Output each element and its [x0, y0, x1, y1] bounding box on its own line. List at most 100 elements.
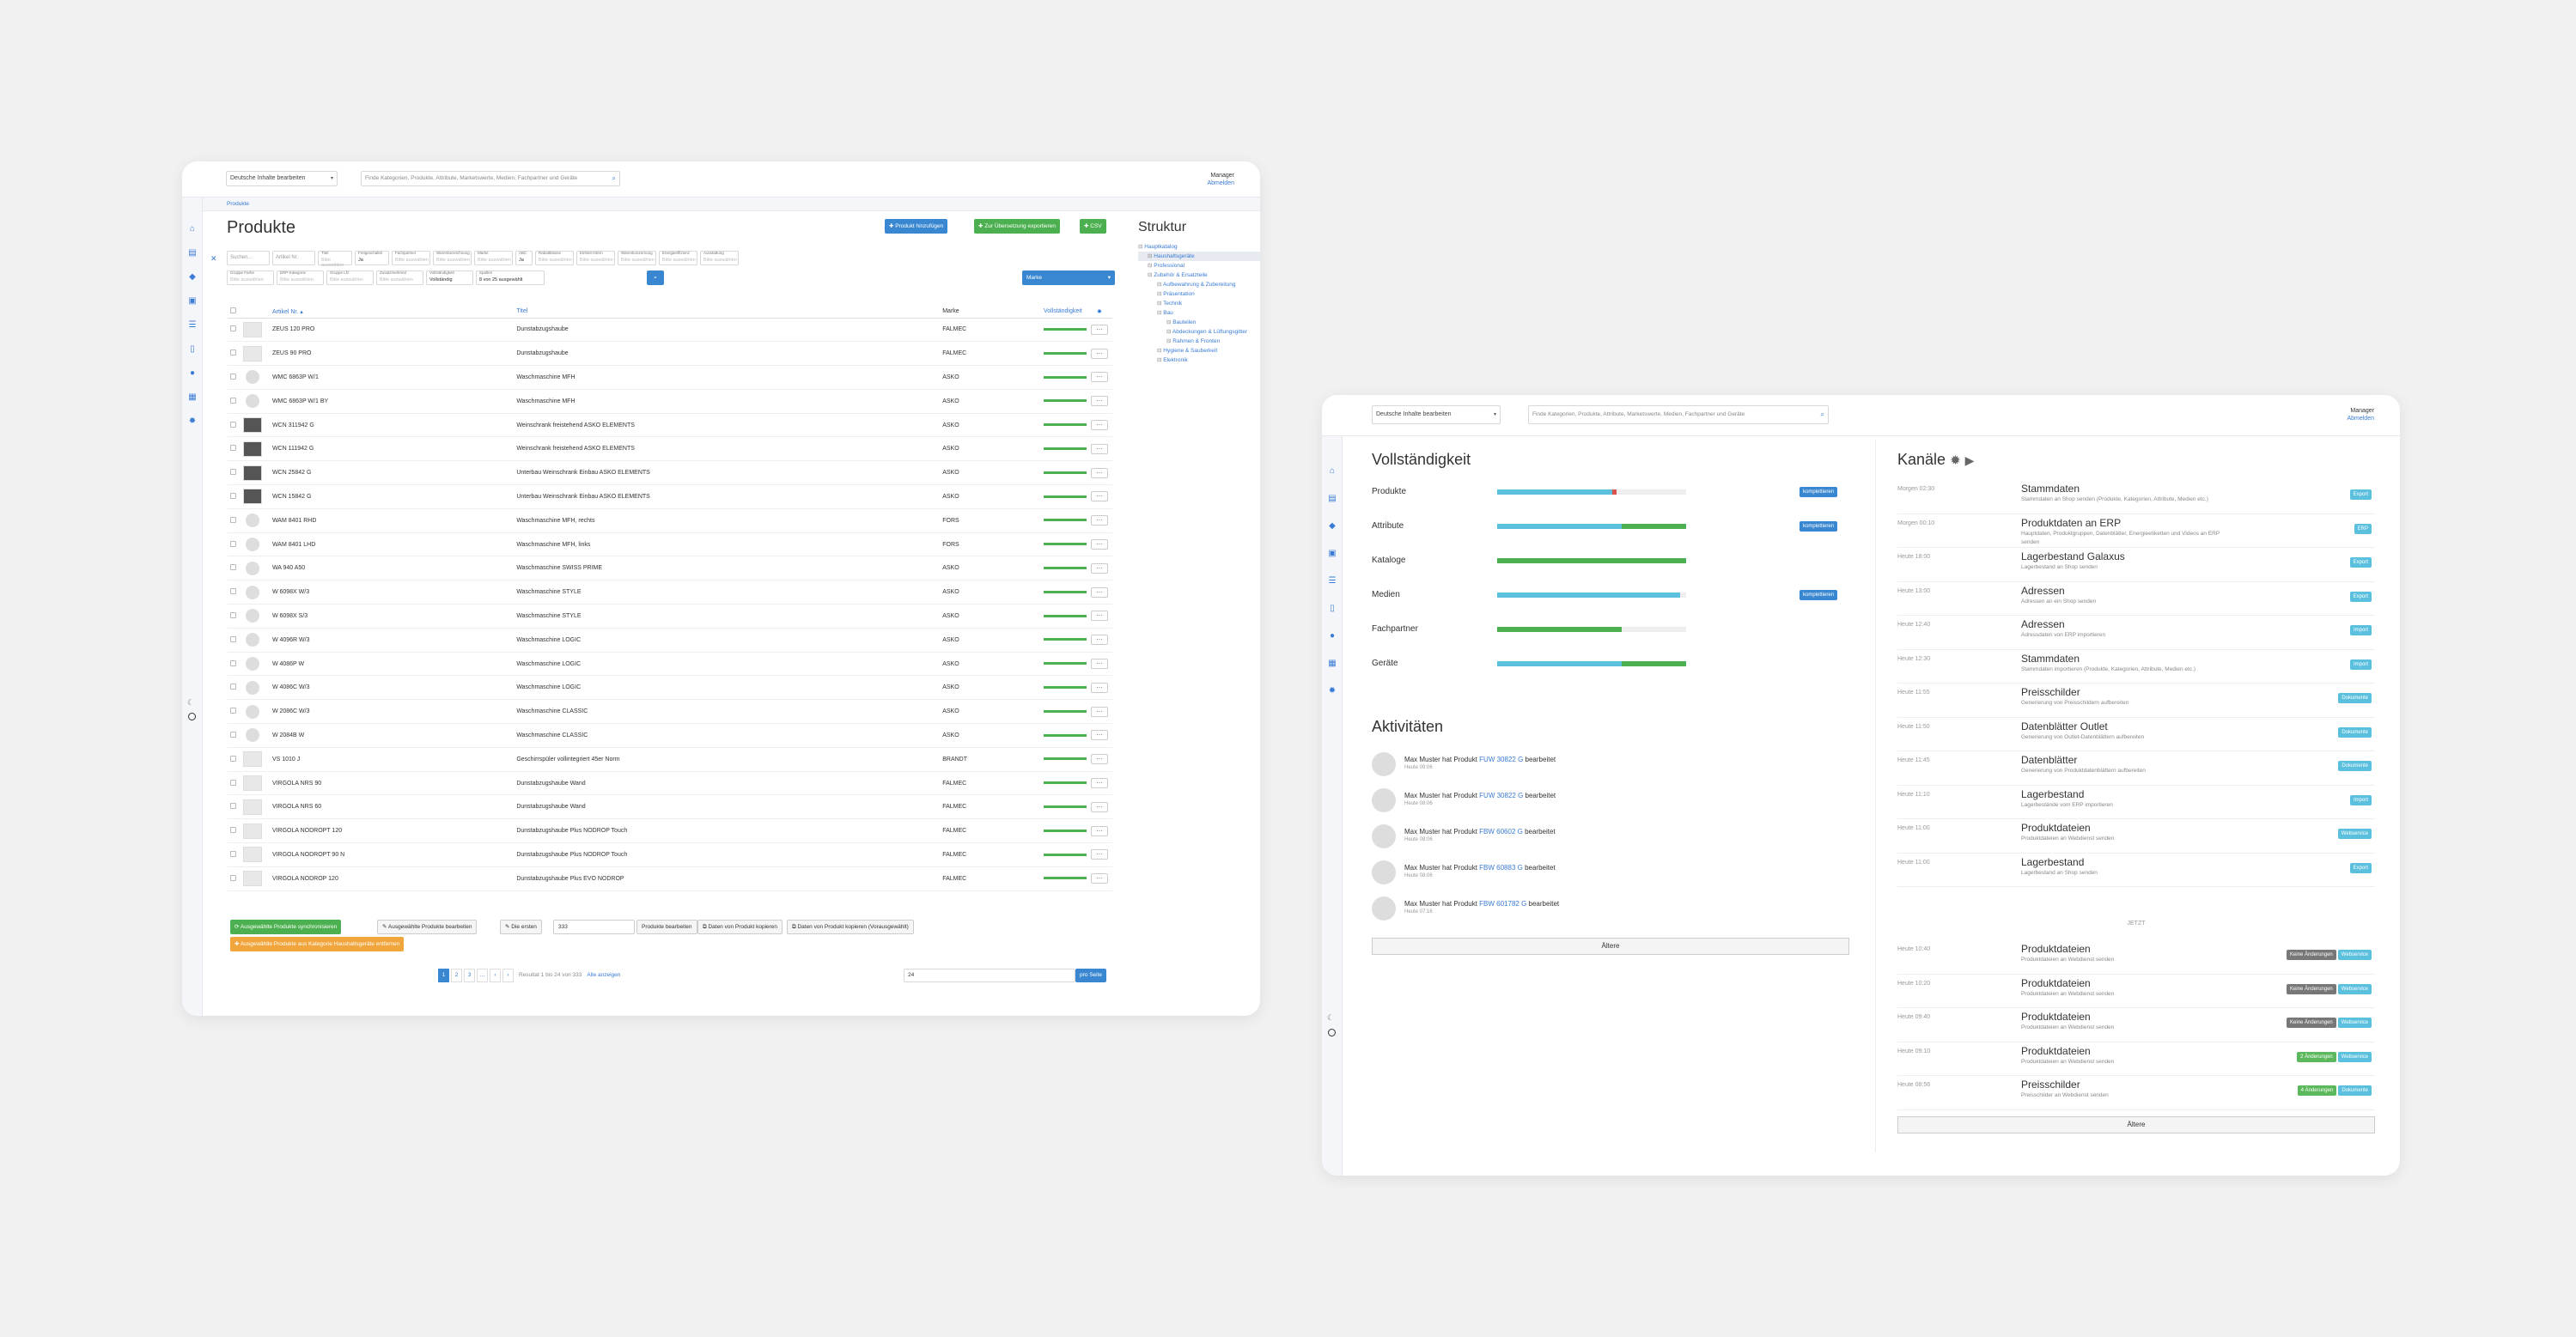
sync-selected-button[interactable]: ⟳ Ausgewählte Produkte synchronisieren: [230, 920, 342, 934]
row-checkbox[interactable]: [230, 325, 236, 332]
row-checkbox[interactable]: [230, 611, 236, 618]
more-icon[interactable]: ···: [1090, 801, 1108, 812]
more-icon[interactable]: ···: [1090, 396, 1108, 407]
more-icon[interactable]: ···: [1090, 515, 1108, 526]
more-icon[interactable]: ···: [1090, 420, 1108, 431]
table-row[interactable]: W 4096R W/3 Waschmaschine LOGIC ASKO ···: [228, 628, 1112, 653]
channel-item[interactable]: Heute 10:20 Produktdateien Produktdateien …: [1897, 977, 2378, 1010]
image-icon[interactable]: ▣: [188, 296, 197, 306]
article-cell[interactable]: WMC 6863P W/1 BY: [271, 389, 517, 414]
row-checkbox[interactable]: [230, 850, 236, 857]
filter-field[interactable]: Titel Bitte auswählen: [318, 251, 352, 268]
catalog-icon[interactable]: ▤: [1328, 494, 1337, 503]
row-checkbox[interactable]: [230, 827, 236, 834]
channel-item[interactable]: Heute 11:55 Preisschilder Generierung von …: [1897, 686, 2378, 719]
row-checkbox[interactable]: [230, 659, 236, 666]
row-checkbox[interactable]: [230, 540, 236, 547]
channel-item[interactable]: Heute 11:10 Lagerbestand Lagerbestände vom…: [1897, 788, 2378, 821]
more-icon[interactable]: ···: [1090, 778, 1108, 789]
article-cell[interactable]: WA 940 A50: [271, 556, 517, 581]
table-row[interactable]: WA 940 A50 Waschmaschine SWISS PRIME ASKO ·…: [228, 556, 1112, 581]
table-row[interactable]: WAM 8401 RHD Waschmaschine MFH, rechts FOR…: [228, 508, 1112, 533]
power-icon[interactable]: [1328, 1029, 1336, 1036]
channel-item[interactable]: Heute 08:56 Preisschilder Preisschilder an…: [1897, 1079, 2378, 1111]
structure-expand-icon[interactable]: ⊟: [1148, 263, 1154, 269]
first-n-button[interactable]: ✎ Die ersten: [500, 920, 542, 934]
article-cell[interactable]: VS 1010 J: [271, 747, 517, 772]
table-row[interactable]: ZEUS 120 PRO Dunstabzugshaube FALMEC ···: [228, 318, 1112, 343]
select-all-checkbox[interactable]: [230, 307, 236, 314]
csv-button[interactable]: ✚ CSV: [1080, 219, 1106, 234]
table-row[interactable]: WCN 111942 G Weinschrank freistehend ASKO…: [228, 436, 1112, 462]
table-row[interactable]: WMC 6863P W/1 Waschmaschine MFH ASKO ···: [228, 365, 1112, 390]
structure-expand-icon[interactable]: ⊟: [1157, 348, 1164, 354]
table-row[interactable]: W 2086C W/3 Waschmaschine CLASSIC ASKO ···: [228, 699, 1112, 725]
more-icon[interactable]: ···: [1090, 348, 1108, 359]
activity-product-link[interactable]: FUW 30822 G: [1479, 792, 1524, 799]
gear-icon[interactable]: ✹: [1097, 308, 1102, 315]
channel-item[interactable]: Heute 13:00 Adressen Adressen an ein Shop …: [1897, 585, 2378, 617]
remove-from-category-button[interactable]: ✚ Ausgewählte Produkte aus Kategorie Hau…: [230, 937, 405, 951]
article-cell[interactable]: W 4096R W/3: [271, 628, 517, 653]
catalog-icon[interactable]: ▤: [188, 248, 197, 258]
article-cell[interactable]: VIRGOLA NODROPT 90 N: [271, 842, 517, 867]
play-icon[interactable]: ▶: [1964, 453, 1975, 467]
article-cell[interactable]: WCN 311942 G: [271, 413, 517, 438]
more-icon[interactable]: ···: [1090, 491, 1108, 502]
structure-expand-icon[interactable]: ⊟: [1157, 310, 1164, 316]
filter-field[interactable]: Suchen...: [227, 251, 270, 265]
channel-item[interactable]: Heute 18:00 Lagerbestand Galaxus Lagerbest…: [1897, 550, 2378, 583]
users-icon[interactable]: ●: [189, 368, 196, 378]
article-cell[interactable]: WCN 111942 G: [271, 436, 517, 462]
moon-icon[interactable]: ☾: [187, 698, 195, 707]
table-row[interactable]: W 4086C W/3 Waschmaschine LOGIC ASKO ···: [228, 675, 1112, 701]
page-2-button[interactable]: 2: [451, 969, 462, 982]
article-cell[interactable]: WCN 15842 G: [271, 484, 517, 509]
channels-older-button[interactable]: Ältere: [1897, 1116, 2375, 1133]
activity-product-link[interactable]: FUW 30822 G: [1479, 756, 1524, 763]
search-icon[interactable]: ⌕: [612, 174, 616, 182]
article-cell[interactable]: VIRGOLA NRS 90: [271, 771, 517, 796]
channel-item[interactable]: Heute 11:00 Produktdateien Produktdateien …: [1897, 822, 2378, 854]
article-cell[interactable]: VIRGOLA NRS 60: [271, 794, 517, 820]
structure-item[interactable]: ⊟ Bauteilen: [1138, 318, 1260, 327]
table-row[interactable]: W 2084B W Waschmaschine CLASSIC ASKO ···: [228, 723, 1112, 748]
structure-item[interactable]: ⊟ Präsentation: [1138, 289, 1260, 299]
more-icon[interactable]: ···: [1090, 539, 1108, 550]
language-select[interactable]: Deutsche Inhalte bearbeiten ▾: [1372, 405, 1501, 424]
row-checkbox[interactable]: [230, 635, 236, 642]
table-row[interactable]: VIRGOLA NRS 60 Dunstabzugshaube Wand FALME…: [228, 794, 1112, 820]
table-row[interactable]: WCN 311942 G Weinschrank freistehend ASKO…: [228, 413, 1112, 438]
settings-header[interactable]: ✹: [1086, 306, 1112, 319]
structure-item[interactable]: ⊟ Hygiene & Sauberkeit: [1138, 346, 1260, 356]
channel-item[interactable]: Morgen 02:30 Stammdaten Stammdaten an Shop…: [1897, 483, 2378, 515]
table-row[interactable]: WCN 25842 G Unterbau Weinschrank Einbau A…: [228, 460, 1112, 486]
filter-field[interactable]: Artikel Nr.: [272, 251, 315, 265]
structure-expand-icon[interactable]: ⊟: [1166, 319, 1173, 325]
channel-item[interactable]: Heute 12:40 Adressen Adressdaten von ERP i…: [1897, 618, 2378, 651]
user-menu[interactable]: Manager Abmelden: [1207, 172, 1234, 187]
structure-item[interactable]: ⊟ Technik: [1138, 299, 1260, 308]
filter-field[interactable]: Gruppe Lfz Bitte auswählen: [326, 270, 374, 285]
article-cell[interactable]: W 4086C W/3: [271, 675, 517, 701]
global-search-input[interactable]: Finde Kategorien, Produkte, Attribute, M…: [361, 171, 620, 186]
prev-page-button[interactable]: ‹: [490, 969, 501, 982]
logout-link[interactable]: Abmelden: [2347, 416, 2374, 422]
filter-field[interactable]: ABC Ja: [515, 251, 533, 265]
table-row[interactable]: VS 1010 J Geschirrspüler vollintegriert 4…: [228, 747, 1112, 772]
filter-field[interactable]: Marke Bitte auswählen: [474, 251, 513, 265]
complete-button[interactable]: komplettieren: [1800, 521, 1838, 532]
filter-field[interactable]: Einheit-Intern Bitte auswählen: [576, 251, 615, 265]
article-cell[interactable]: W 2086C W/3: [271, 699, 517, 725]
tag-icon[interactable]: ◆: [1329, 521, 1336, 531]
more-icon[interactable]: ···: [1090, 825, 1108, 836]
more-icon[interactable]: ···: [1090, 562, 1108, 574]
image-icon[interactable]: ▣: [1328, 549, 1337, 558]
filter-field[interactable]: Warenbezeichnung Bitte auswählen: [433, 251, 472, 265]
row-checkbox[interactable]: [230, 564, 236, 571]
moon-icon[interactable]: ☾: [1327, 1013, 1335, 1022]
next-page-button[interactable]: ›: [502, 969, 514, 982]
article-cell[interactable]: W 2084B W: [271, 723, 517, 748]
home-icon[interactable]: ⌂: [1329, 466, 1336, 476]
row-checkbox[interactable]: [230, 397, 236, 404]
